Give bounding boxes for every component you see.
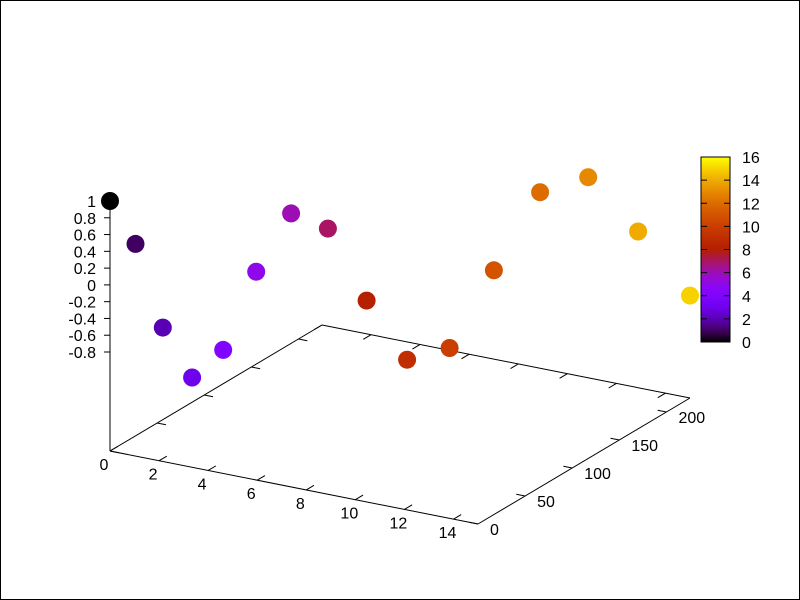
x-tick-label: 12 <box>390 515 408 532</box>
scatter-point <box>440 339 459 357</box>
y-tick <box>610 437 620 441</box>
x-tick <box>207 465 217 471</box>
z-tick-label: -0.8 <box>68 345 96 362</box>
x-tick <box>404 504 413 510</box>
x-axis-line <box>109 450 479 525</box>
scatter-point <box>681 286 699 305</box>
x-tick-label: 8 <box>296 496 305 513</box>
scatter-point <box>629 222 648 241</box>
y-tick-back <box>157 422 167 426</box>
scatter-point <box>126 234 145 253</box>
y-tick <box>563 465 573 469</box>
x-axis-line-back <box>321 324 691 399</box>
colorbar-tick-label: 10 <box>742 219 760 236</box>
y-tick <box>657 409 667 413</box>
colorbar-tick-label: 8 <box>742 243 751 260</box>
x-tick-label: 6 <box>247 486 256 503</box>
z-tick-label: 0 <box>87 278 96 295</box>
x-tick-back <box>461 353 470 360</box>
y-tick-label: 150 <box>631 438 658 455</box>
colorbar-tick-label: 2 <box>742 312 751 329</box>
x-tick <box>453 514 462 520</box>
x-tick-back <box>412 344 421 350</box>
z-tick-label: 1 <box>87 194 96 211</box>
colorbar-tick-label: 14 <box>742 173 760 190</box>
x-tick-back <box>608 382 617 389</box>
x-tick-back <box>657 392 666 399</box>
z-tick-label: 0.4 <box>74 244 96 261</box>
y-tick-label: 200 <box>678 410 705 427</box>
scatter-point <box>398 350 417 369</box>
y-tick-back <box>204 394 214 398</box>
scatter-point <box>531 183 550 202</box>
y-tick <box>516 493 526 497</box>
scatter-point <box>484 261 503 280</box>
scatter-point <box>357 291 376 310</box>
scatter-point <box>579 168 598 187</box>
x-tick-label: 10 <box>340 506 358 523</box>
z-tick-label: -0.2 <box>68 295 96 312</box>
y-tick-label: 0 <box>490 522 499 539</box>
x-tick-label: 0 <box>100 457 109 474</box>
z-tick-label: -0.4 <box>68 311 96 328</box>
x-tick-back <box>314 324 323 331</box>
y-tick-back <box>298 338 308 342</box>
x-tick-back <box>510 363 519 369</box>
x-tick-label: 14 <box>439 525 457 542</box>
y-tick-label: 100 <box>584 466 611 483</box>
y-tick-back <box>109 450 119 454</box>
colorbar-tick-label: 0 <box>742 335 751 352</box>
y-tick-back <box>251 366 261 370</box>
x-tick-label: 2 <box>149 467 158 484</box>
x-tick-label: 4 <box>198 476 207 493</box>
scatter-point <box>318 219 337 238</box>
scatter-point <box>101 192 119 210</box>
x-tick-back <box>363 334 372 340</box>
x-tick <box>306 484 315 491</box>
y-axis-line-back <box>109 324 323 452</box>
x-tick <box>158 455 168 462</box>
colorbar-tick-label: 16 <box>742 150 760 167</box>
colorbar-tick-label: 12 <box>742 196 760 213</box>
scatter-point <box>214 340 233 359</box>
scatter-point <box>247 262 266 281</box>
x-tick <box>256 475 266 481</box>
z-tick-label: 0.6 <box>74 228 96 245</box>
x-tick <box>109 445 118 452</box>
y-tick-label: 50 <box>537 494 555 511</box>
z-tick-label: 0.8 <box>74 211 96 228</box>
x-tick-back <box>559 373 568 379</box>
y-tick <box>469 521 479 525</box>
z-tick-label: 0.2 <box>74 261 96 278</box>
colorbar-tick-label: 4 <box>742 289 751 306</box>
scatter-point <box>183 368 202 387</box>
y-axis-line-front <box>477 397 691 525</box>
x-tick <box>355 494 364 501</box>
colorbar-tick-label: 6 <box>742 266 751 283</box>
z-tick-label: -0.6 <box>68 328 96 345</box>
scatter-point <box>282 204 301 223</box>
scatter-point <box>153 318 172 337</box>
